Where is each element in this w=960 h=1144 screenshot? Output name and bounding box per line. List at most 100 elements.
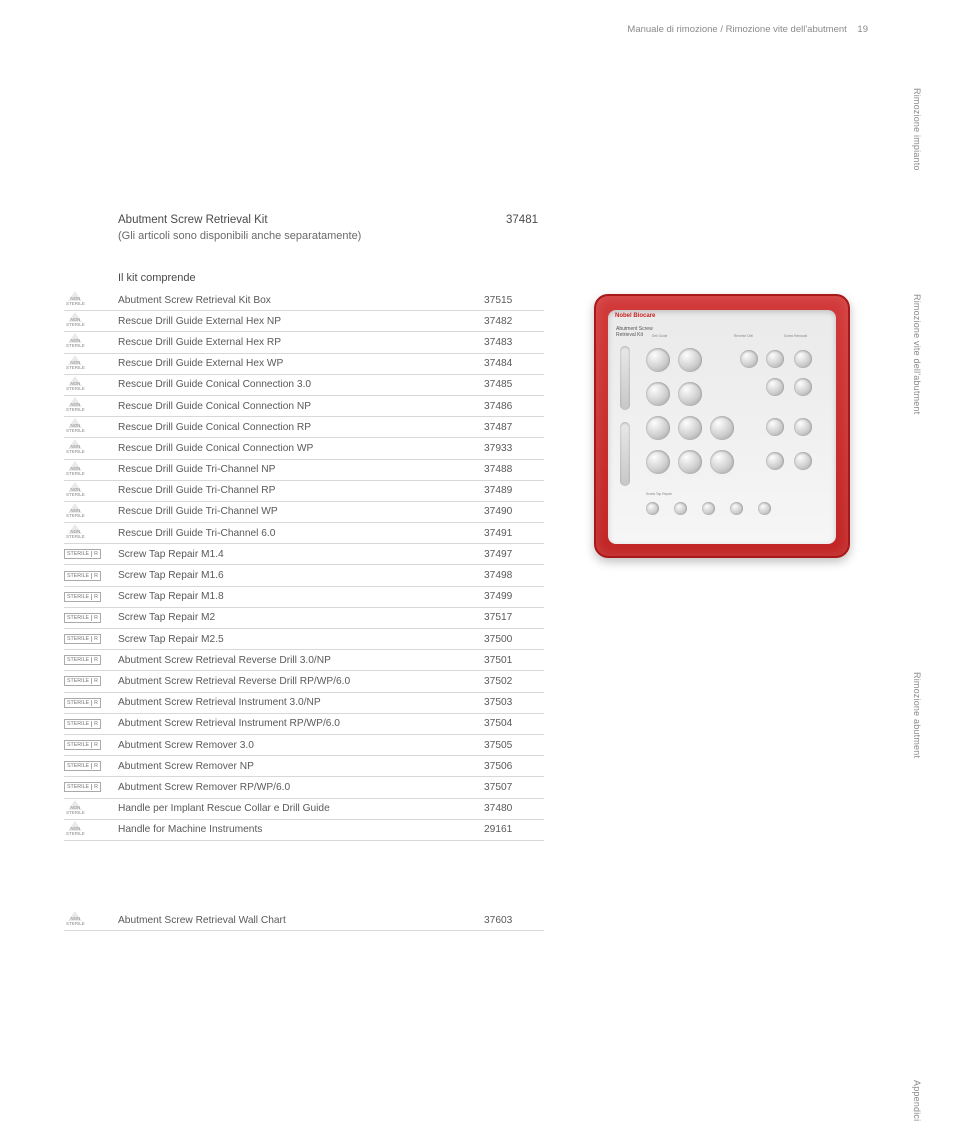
sterile-r-icon: STERILER — [64, 676, 101, 686]
kit-title-row: Abutment Screw Retrieval Kit 37481 — [118, 214, 538, 226]
item-code: 37502 — [484, 676, 544, 687]
sterile-r-icon: STERILER — [64, 655, 101, 665]
table-row: NONSTERILERescue Drill Guide External He… — [64, 332, 544, 353]
item-name: Handle for Machine Instruments — [118, 824, 484, 835]
hole — [678, 450, 702, 474]
item-name: Abutment Screw Retrieval Kit Box — [118, 295, 484, 306]
badge-col: NONSTERILE — [64, 379, 118, 391]
item-code: 37603 — [484, 915, 544, 926]
item-name: Abutment Screw Retrieval Instrument RP/W… — [118, 718, 484, 729]
badge-col: NONSTERILE — [64, 400, 118, 412]
item-name: Rescue Drill Guide Conical Connection NP — [118, 401, 484, 412]
item-name: Screw Tap Repair M2.5 — [118, 634, 484, 645]
table-row: STERILERAbutment Screw Remover NP37506 — [64, 756, 544, 777]
item-code: 37491 — [484, 528, 544, 539]
hole — [794, 452, 812, 470]
table-row: STERILERScrew Tap Repair M2.537500 — [64, 629, 544, 650]
table-row: STERILERAbutment Screw Retrieval Instrum… — [64, 714, 544, 735]
badge-col: NONSTERILE — [64, 824, 118, 836]
item-code: 37506 — [484, 761, 544, 772]
item-name: Abutment Screw Retrieval Instrument 3.0/… — [118, 697, 484, 708]
non-sterile-icon: NONSTERILE — [64, 379, 87, 391]
table-row: STERILERScrew Tap Repair M237517 — [64, 608, 544, 629]
table-row: STERILERAbutment Screw Retrieval Reverse… — [64, 671, 544, 692]
item-name: Screw Tap Repair M1.4 — [118, 549, 484, 560]
hole — [758, 502, 771, 515]
item-name: Rescue Drill Guide External Hex RP — [118, 337, 484, 348]
item-code: 37480 — [484, 803, 544, 814]
kit-title: Abutment Screw Retrieval Kit — [118, 214, 268, 226]
item-name: Handle per Implant Rescue Collar e Drill… — [118, 803, 484, 814]
kit-image: Nobel Biocare Abutment Screw Retrieval K… — [594, 294, 850, 564]
item-name: Rescue Drill Guide Tri-Channel NP — [118, 464, 484, 475]
side-tab-vite-abutment: Rimozione vite dell'abutment — [912, 294, 922, 414]
badge-col: NONSTERILE — [64, 485, 118, 497]
non-sterile-icon: NONSTERILE — [64, 358, 87, 370]
non-sterile-icon: NONSTERILE — [64, 803, 87, 815]
badge-col: STERILER — [64, 634, 118, 644]
table-row: STERILER Abutment Screw Retrieval Instrum… — [64, 693, 544, 714]
sterile-r-icon: STERILER — [64, 698, 101, 708]
table-row: NONSTERILERescue Drill Guide Tri-Channel… — [64, 523, 544, 544]
hole — [678, 382, 702, 406]
badge-col: STERILER — [64, 676, 118, 686]
badge-col: NONSTERILE — [64, 803, 118, 815]
item-name: Rescue Drill Guide Conical Connection 3.… — [118, 379, 484, 390]
kit-box: Nobel Biocare Abutment Screw Retrieval K… — [594, 294, 850, 558]
hole — [646, 348, 670, 372]
kit-code: 37481 — [506, 214, 538, 226]
item-name: Rescue Drill Guide Conical Connection WP — [118, 443, 484, 454]
table-row: NONSTERILE Rescue Drill Guide Conical Con… — [64, 396, 544, 417]
kit-brand-logo: Nobel Biocare — [615, 313, 655, 319]
hole — [646, 416, 670, 440]
item-code: 37503 — [484, 697, 544, 708]
badge-col: NONSTERILE — [64, 315, 118, 327]
item-code: 37499 — [484, 591, 544, 602]
sterile-r-icon: STERILER — [64, 740, 101, 750]
kit-subtitle: (Gli articoli sono disponibili anche sep… — [118, 230, 361, 242]
badge-col: NONSTERILE — [64, 506, 118, 518]
non-sterile-icon: NONSTERILE — [64, 294, 87, 306]
hole — [794, 350, 812, 368]
kit-grid: Drill Guide Reverse Drill Screw Removal — [616, 342, 828, 536]
sterile-r-icon: STERILER — [64, 571, 101, 581]
hole — [646, 450, 670, 474]
table-row: STERILER Abutment Screw Retrieval Reverse… — [64, 650, 544, 671]
badge-col: NONSTERILE — [64, 294, 118, 306]
sterile-r-icon: STERILER — [64, 761, 101, 771]
badge-col: STERILER — [64, 592, 118, 602]
table-row: NONSTERILE Rescue Drill Guide Conical Con… — [64, 375, 544, 396]
item-name: Rescue Drill Guide Tri-Channel RP — [118, 485, 484, 496]
item-name: Rescue Drill Guide Tri-Channel WP — [118, 506, 484, 517]
item-name: Abutment Screw Retrieval Wall Chart — [118, 915, 484, 926]
item-code: 37486 — [484, 401, 544, 412]
item-code: 37504 — [484, 718, 544, 729]
table-row: NONSTERILE Rescue Drill Guide Tri-Channel… — [64, 502, 544, 523]
item-name: Abutment Screw Retrieval Reverse Drill 3… — [118, 655, 484, 666]
item-name: Rescue Drill Guide External Hex NP — [118, 316, 484, 327]
item-name: Rescue Drill Guide Conical Connection RP — [118, 422, 484, 433]
table-row: NONSTERILE Abutment Screw Retrieval Wall … — [64, 910, 544, 931]
table-row: NONSTERILE Handle per Implant Rescue Coll… — [64, 799, 544, 820]
item-code: 37507 — [484, 782, 544, 793]
item-code: 37501 — [484, 655, 544, 666]
kit-label: Abutment Screw Retrieval Kit — [616, 326, 653, 338]
badge-col: NONSTERILE — [64, 914, 118, 926]
badge-col: STERILER — [64, 571, 118, 581]
sterile-r-icon: STERILER — [64, 613, 101, 623]
non-sterile-icon: NONSTERILE — [64, 506, 87, 518]
hole — [794, 378, 812, 396]
page-number: 19 — [857, 24, 868, 35]
item-code: 29161 — [484, 824, 544, 835]
side-tab-appendici: Appendici — [912, 1080, 922, 1121]
hole — [674, 502, 687, 515]
item-code: 37497 — [484, 549, 544, 560]
badge-col: NONSTERILE — [64, 336, 118, 348]
non-sterile-icon: NONSTERILE — [64, 400, 87, 412]
badge-col: STERILER — [64, 761, 118, 771]
table-row: STERILERScrew Tap Repair M1.837499 — [64, 587, 544, 608]
non-sterile-icon: NONSTERILE — [64, 914, 87, 926]
hole — [678, 416, 702, 440]
item-name: Abutment Screw Remover 3.0 — [118, 740, 484, 751]
item-code: 37482 — [484, 316, 544, 327]
